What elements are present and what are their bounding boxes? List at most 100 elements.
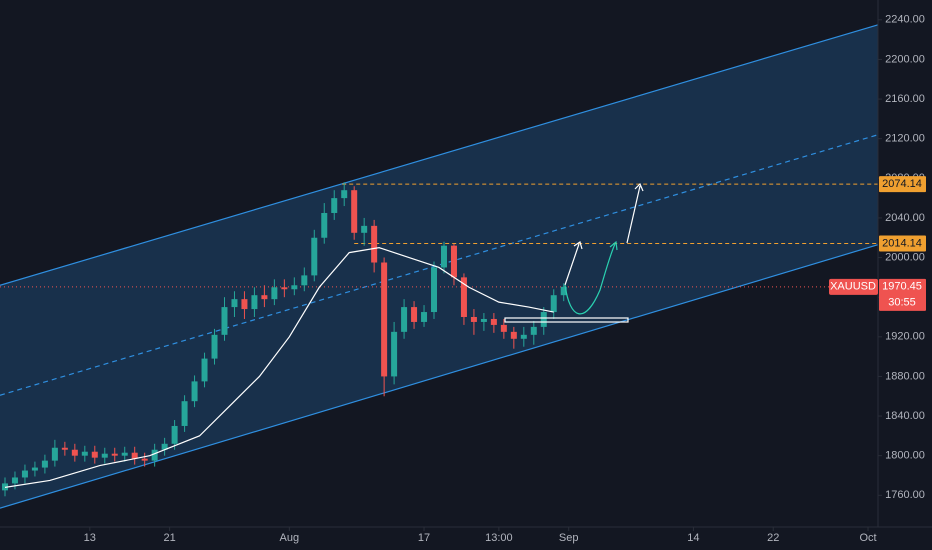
symbol-label: XAUUSD <box>830 281 876 293</box>
candle-body <box>500 324 507 332</box>
candle-body <box>51 447 58 461</box>
candle-body <box>520 334 527 339</box>
plot-area <box>0 24 879 509</box>
candle-body <box>261 295 268 300</box>
consolidation-box <box>504 317 629 323</box>
candle-body <box>321 212 328 238</box>
candle-body <box>560 286 567 296</box>
x-tick-label: 13 <box>84 532 96 544</box>
symbol-label-bg <box>829 278 878 295</box>
candle-body <box>301 275 308 286</box>
x-tick-label: Oct <box>859 532 876 544</box>
candle-body <box>351 190 358 233</box>
candle-body <box>161 443 168 450</box>
x-tick-label: 13:00 <box>485 532 513 544</box>
y-tick-label: 1920.00 <box>885 331 925 343</box>
price-axis-bg <box>878 0 932 550</box>
price-labels: 2074.14 2014.14 XAUUSD 1970.45 30:55 <box>829 176 926 311</box>
y-tick-label: 2240.00 <box>885 14 925 26</box>
candle-body <box>401 307 408 332</box>
candle-body <box>341 190 348 199</box>
candle-body <box>61 447 68 450</box>
candle-body <box>181 401 188 426</box>
candle-body <box>211 334 218 359</box>
candle-body <box>201 358 208 382</box>
projected-path <box>564 243 616 315</box>
candle-body <box>460 277 467 317</box>
candle-body <box>281 287 288 290</box>
candle-body <box>31 467 38 471</box>
last-price-bg <box>879 278 926 311</box>
candle-body <box>121 452 128 456</box>
candle-body <box>271 287 278 300</box>
y-tick-label: 1800.00 <box>885 450 925 462</box>
y-tick-label: 1840.00 <box>885 410 925 422</box>
y-tick-label: 2200.00 <box>885 53 925 65</box>
y-tick-label: 1760.00 <box>885 489 925 501</box>
candle-body <box>141 458 148 461</box>
candle-body <box>470 316 477 322</box>
y-tick-label: 1880.00 <box>885 370 925 382</box>
x-tick-label: 21 <box>163 532 175 544</box>
candle-body <box>411 307 418 322</box>
arrow-head <box>634 182 644 192</box>
x-tick-label: Aug <box>280 532 300 544</box>
arrow <box>564 243 580 286</box>
candle-body <box>510 331 517 339</box>
level-label: 2074.14 <box>882 178 922 190</box>
countdown-label: 30:55 <box>888 297 916 309</box>
arrow-head <box>609 240 618 251</box>
candle-body <box>101 453 108 458</box>
candle-body <box>311 237 318 276</box>
level-label-bg <box>879 176 926 193</box>
x-tick-label: 14 <box>687 532 699 544</box>
y-tick-label: 2160.00 <box>885 93 925 105</box>
candle-body <box>490 318 497 325</box>
candle-body <box>431 267 438 313</box>
candle-body <box>11 477 18 484</box>
candle-body <box>131 452 138 459</box>
candle-body <box>41 460 48 468</box>
candle-body <box>21 470 28 478</box>
candle-body <box>171 425 178 444</box>
candle-body <box>331 198 338 213</box>
candle-body <box>221 307 228 335</box>
candle-body <box>251 295 258 310</box>
candle-body <box>191 381 198 402</box>
candle-body <box>91 451 98 458</box>
y-tick-label: 2120.00 <box>885 133 925 145</box>
candle-body <box>550 295 557 313</box>
level-label: 2014.14 <box>882 237 922 249</box>
candle-body <box>421 312 428 322</box>
last-price-label: 1970.45 <box>882 281 922 293</box>
candle-body <box>361 225 368 233</box>
moving-average <box>4 247 554 488</box>
y-tick-label: 2000.00 <box>885 251 925 263</box>
candle-body <box>480 318 487 322</box>
candle-body <box>450 245 457 278</box>
channel-fill <box>0 24 878 509</box>
candle-body <box>81 451 88 456</box>
candle-body <box>151 449 158 461</box>
candle-body <box>111 453 118 456</box>
x-tick-label: Sep <box>559 532 579 544</box>
candle-body <box>440 245 447 268</box>
arrow <box>626 185 641 244</box>
channel-upper <box>0 24 879 286</box>
candle-body <box>241 299 248 310</box>
level-label-bg <box>879 235 926 252</box>
candle-body <box>391 331 398 377</box>
candle-body <box>71 449 78 456</box>
x-tick-label: 17 <box>418 532 430 544</box>
candle-body <box>381 262 388 377</box>
x-tick-label: 22 <box>767 532 779 544</box>
channel-lower <box>0 244 879 509</box>
candle-body <box>231 299 238 308</box>
candle-body <box>371 225 378 263</box>
y-tick-label: 2040.00 <box>885 212 925 224</box>
candle-body <box>530 326 537 335</box>
candle-body <box>540 312 547 327</box>
candle-body <box>291 285 298 290</box>
